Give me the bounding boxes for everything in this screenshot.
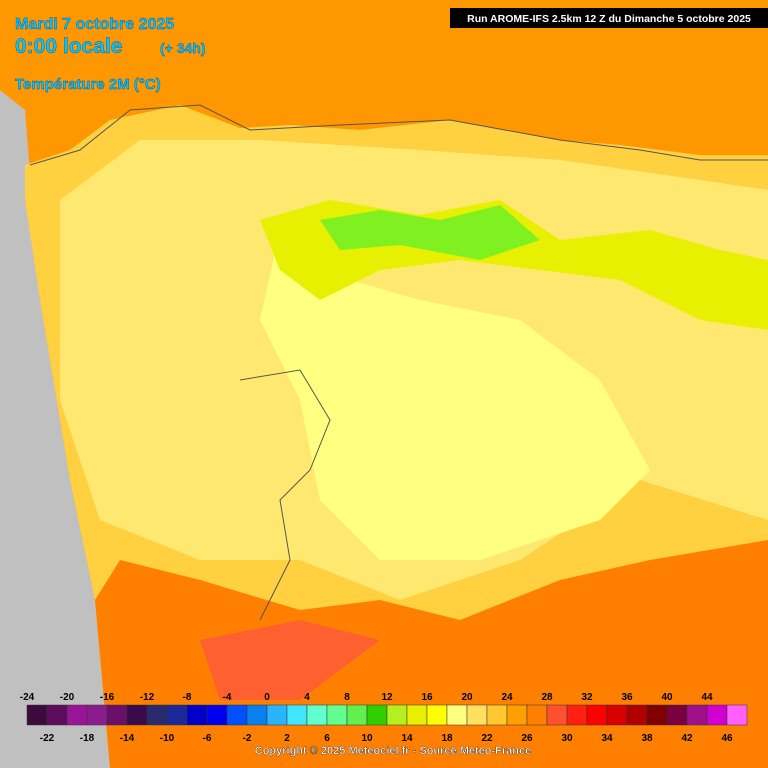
date: Mardi 7 octobre 2025 (15, 16, 174, 33)
scale-label: 22 (481, 733, 493, 744)
scale-label: -18 (80, 733, 95, 744)
scale-swatch (486, 704, 508, 726)
scale-label: 16 (421, 692, 433, 703)
scale-swatch (66, 704, 88, 726)
scale-swatch (566, 704, 588, 726)
scale-label: 12 (381, 692, 393, 703)
scale-swatch (546, 704, 568, 726)
scale-swatch (666, 704, 688, 726)
scale-label: -8 (183, 692, 192, 703)
time: 0:00 locale (15, 35, 122, 58)
scale-swatch (26, 704, 48, 726)
scale-swatch (166, 704, 188, 726)
scale-label: -6 (203, 733, 212, 744)
scale-label: 44 (701, 692, 713, 703)
scale-label: -14 (120, 733, 135, 744)
lead-time: (+ 34h) (160, 40, 206, 56)
scale-swatch (206, 704, 228, 726)
scale-swatch (106, 704, 128, 726)
scale-swatch (226, 704, 248, 726)
scale-label: -4 (223, 692, 232, 703)
scale-swatch (86, 704, 108, 726)
scale-swatch (286, 704, 308, 726)
scale-label: 6 (324, 733, 330, 744)
scale-swatch (126, 704, 148, 726)
scale-label: 2 (284, 733, 290, 744)
scale-swatch (386, 704, 408, 726)
scale-swatch (686, 704, 708, 726)
scale-swatch (646, 704, 668, 726)
scale-swatch (506, 704, 528, 726)
coastline (29, 104, 768, 166)
scale-swatch (426, 704, 448, 726)
scale-label: 14 (401, 733, 413, 744)
outside-domain (0, 90, 110, 768)
copyright: Copyright © 2025 Meteociel.fr - Source M… (255, 745, 531, 757)
scale-label: 8 (344, 692, 350, 703)
scale-label: -2 (243, 733, 252, 744)
scale-label: 0 (264, 692, 270, 703)
scale-swatch (366, 704, 388, 726)
scale-label: 24 (501, 692, 513, 703)
cool-peaks (320, 205, 540, 260)
scale-swatch (146, 704, 168, 726)
scale-label: 18 (441, 733, 453, 744)
scale-swatch (46, 704, 68, 726)
scale-label: 34 (601, 733, 613, 744)
hot-spot (200, 620, 380, 700)
scale-label: 32 (581, 692, 593, 703)
scale-label: -10 (160, 733, 175, 744)
scale-label: -12 (140, 692, 155, 703)
scale-label: -24 (20, 692, 35, 703)
scale-swatch (346, 704, 368, 726)
scale-label: 28 (541, 692, 553, 703)
scale-swatch (526, 704, 548, 726)
border (239, 369, 331, 621)
scale-label: -22 (40, 733, 55, 744)
scale-label: 36 (621, 692, 633, 703)
scale-label: 38 (641, 733, 653, 744)
scale-swatch (466, 704, 488, 726)
scale-swatch (186, 704, 208, 726)
scale-label: 40 (661, 692, 673, 703)
scale-swatch (246, 704, 268, 726)
scale-swatch (726, 704, 748, 726)
color-scale: -24-22-20-18-16-14-12-10-8-6-4-202468101… (20, 692, 748, 744)
scale-label: -20 (60, 692, 75, 703)
scale-label: 20 (461, 692, 473, 703)
scale-label: 46 (721, 733, 733, 744)
scale-swatch (586, 704, 608, 726)
scale-swatch (406, 704, 428, 726)
scale-swatch (446, 704, 468, 726)
run-info: Run AROME-IFS 2.5km 12 Z du Dimanche 5 o… (467, 13, 751, 25)
scale-swatch (706, 704, 728, 726)
scale-label: 30 (561, 733, 573, 744)
scale-swatch (306, 704, 328, 726)
variable: Température 2M (°C) (15, 76, 161, 93)
plateau (260, 230, 650, 560)
scale-label: 42 (681, 733, 693, 744)
scale-swatch (266, 704, 288, 726)
scale-label: -16 (100, 692, 115, 703)
run-box (450, 8, 768, 28)
scale-swatch (326, 704, 348, 726)
scale-swatch (626, 704, 648, 726)
scale-label: 4 (304, 692, 310, 703)
scale-label: 26 (521, 733, 533, 744)
scale-swatch (606, 704, 628, 726)
scale-label: 10 (361, 733, 373, 744)
